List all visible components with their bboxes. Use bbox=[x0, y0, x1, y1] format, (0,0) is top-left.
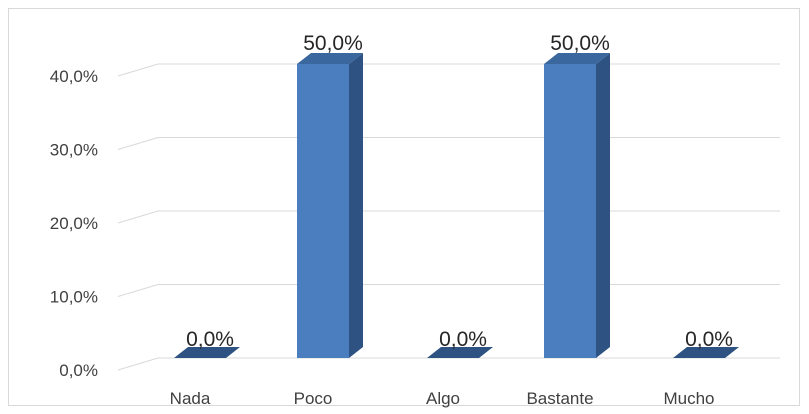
bar-side bbox=[349, 53, 363, 358]
bar-top bbox=[297, 53, 363, 64]
y-tick-label: 0,0% bbox=[59, 361, 98, 380]
bar-zero bbox=[427, 347, 493, 358]
bar-front bbox=[297, 64, 349, 358]
y-tick-label: 10,0% bbox=[50, 288, 98, 307]
bar-zero bbox=[174, 347, 240, 358]
y-axis-ticks: 0,0% 10,0% 20,0% 30,0% 40,0% bbox=[50, 67, 98, 380]
y-tick-label: 30,0% bbox=[50, 141, 98, 160]
x-category-label: Nada bbox=[170, 389, 211, 408]
x-category-label: Poco bbox=[294, 389, 333, 408]
x-category-label: Algo bbox=[426, 389, 460, 408]
x-category-label: Mucho bbox=[663, 389, 714, 408]
gridlines bbox=[117, 63, 780, 371]
x-category-label: Bastante bbox=[526, 389, 593, 408]
y-tick-label: 40,0% bbox=[50, 67, 98, 86]
gridline bbox=[117, 357, 780, 371]
data-label: 0,0% bbox=[186, 328, 234, 351]
bar-zero bbox=[673, 347, 739, 358]
gridline bbox=[117, 137, 780, 150]
gridline bbox=[117, 63, 780, 77]
bar-top bbox=[544, 53, 610, 64]
y-tick-label: 20,0% bbox=[50, 214, 98, 233]
data-label: 50,0% bbox=[550, 32, 610, 55]
gridline bbox=[117, 210, 780, 224]
data-label: 0,0% bbox=[439, 328, 487, 351]
data-label: 50,0% bbox=[303, 32, 363, 55]
bars bbox=[174, 53, 739, 358]
data-labels: 0,0% 50,0% 0,0% 50,0% 0,0% bbox=[186, 32, 733, 351]
gridline bbox=[117, 284, 780, 297]
chart-frame bbox=[8, 8, 800, 406]
x-axis-categories: Nada Poco Algo Bastante Mucho bbox=[170, 389, 715, 408]
data-label: 0,0% bbox=[685, 328, 733, 351]
bar-front bbox=[544, 64, 596, 358]
bar-side bbox=[596, 53, 610, 358]
